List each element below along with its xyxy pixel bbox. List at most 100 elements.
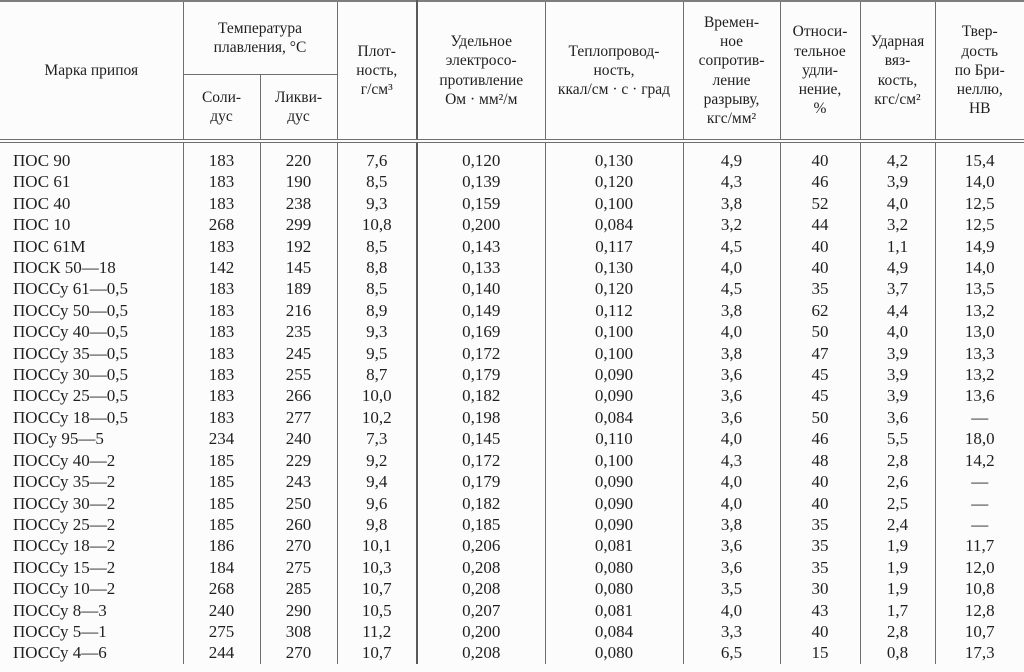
cell-value: 35 xyxy=(780,556,861,579)
table-row: ПОССу 35—0,5 183 245 9,5 0,172 0,100 3,8 47 3,9 1… xyxy=(0,342,1024,365)
cell-value: 0,149 xyxy=(417,299,546,322)
cell-value: 0,130 xyxy=(545,141,684,172)
cell-value: 183 xyxy=(183,278,261,300)
header-solder-grade: Марка припоя xyxy=(0,1,184,141)
cell-value: 0,198 xyxy=(417,406,546,429)
cell-value: 4,5 xyxy=(683,235,781,258)
cell-value: 10,2 xyxy=(337,406,418,429)
cell-value: 308 xyxy=(260,620,338,643)
cell-value: 0,139 xyxy=(417,171,546,193)
cell-value: 3,9 xyxy=(860,385,936,407)
cell-value: — xyxy=(971,493,989,513)
cell-value: 3,8 xyxy=(683,299,781,322)
table-row: ПОССу 40—2 185 229 9,2 0,172 0,100 4,3 48 2,8 14,… xyxy=(0,449,1024,472)
cell-value: 50 xyxy=(780,321,861,343)
cell-value: 0,207 xyxy=(417,599,546,621)
cell-value: 30 xyxy=(780,578,861,600)
cell-value: 4,0 xyxy=(683,492,781,514)
cell-solder-grade: ПОССу 50—0,5 xyxy=(0,299,184,322)
cell-value: 14,0 xyxy=(964,172,995,192)
cell-value: 285 xyxy=(260,578,338,600)
cell-value: 0,200 xyxy=(417,620,546,643)
cell-value: 45 xyxy=(780,364,861,386)
cell-solder-grade: ПОС 61 xyxy=(0,171,184,193)
cell-value: 13,6 xyxy=(964,386,995,406)
cell-value: 216 xyxy=(260,299,338,322)
cell-value: 185 xyxy=(183,449,261,472)
cell-value: 0,080 xyxy=(545,642,684,664)
cell-value: 13,2 xyxy=(964,300,995,320)
cell-value: 0,140 xyxy=(417,278,546,300)
cell-solder-grade: ПОССу 30—0,5 xyxy=(0,364,184,386)
table-row: ПОССу 18—2 186 270 10,1 0,206 0,081 3,6 35 1,9 11… xyxy=(0,535,1024,557)
cell-value: 5,5 xyxy=(860,428,936,450)
cell-value: 0,145 xyxy=(417,428,546,450)
cell-value: 35 xyxy=(780,278,861,300)
header-impact-toughness: Ударная вяз- кость, кгс/см² xyxy=(860,1,936,141)
cell-value: 0,182 xyxy=(417,385,546,407)
cell-value: 0,084 xyxy=(545,214,684,236)
cell-value: 15,4 xyxy=(964,151,995,170)
cell-value: 9,5 xyxy=(337,342,418,365)
cell-value: 0,120 xyxy=(417,141,546,172)
table-row: ПОССу 18—0,5 183 277 10,2 0,198 0,084 3,6 50 3,6… xyxy=(0,406,1024,429)
cell-value: 0,169 xyxy=(417,321,546,343)
cell-value: 2,8 xyxy=(860,620,936,643)
cell-value: 3,2 xyxy=(860,214,936,236)
table-row: ПОСК 50—18 142 145 8,8 0,133 0,130 4,0 40 4,9 14,… xyxy=(0,257,1024,279)
cell-value: 3,6 xyxy=(683,406,781,429)
cell-solder-grade: ПОССу 4—6 xyxy=(0,642,184,664)
cell-value: 45 xyxy=(780,385,861,407)
cell-value: 4,3 xyxy=(683,171,781,193)
cell-value: 189 xyxy=(260,278,338,300)
cell-value: 47 xyxy=(780,342,861,365)
cell-value: 229 xyxy=(260,449,338,472)
cell-value: 3,8 xyxy=(683,192,781,215)
cell-value: 11,7 xyxy=(965,536,995,556)
cell-value: 0,084 xyxy=(545,620,684,643)
cell-value: 185 xyxy=(183,513,261,536)
cell-value: 0,110 xyxy=(545,428,684,450)
cell-value: 9,4 xyxy=(337,471,418,493)
cell-value: 9,3 xyxy=(337,321,418,343)
cell-solder-grade: ПОССу 61—0,5 xyxy=(0,278,184,300)
cell-value: 0,133 xyxy=(417,257,546,279)
table-row: ПОССу 4—6 244 270 10,7 0,208 0,080 6,5 15 0,8 17,… xyxy=(0,642,1024,664)
cell-value: — xyxy=(971,472,989,492)
cell-value: 0,100 xyxy=(545,449,684,472)
cell-value: 0,159 xyxy=(417,192,546,215)
cell-value: 4,0 xyxy=(683,257,781,279)
cell-value: 3,6 xyxy=(683,385,781,407)
table-row: ПОС 90 183 220 7,6 0,120 0,130 4,9 40 4,2 15,4 xyxy=(0,141,1024,172)
cell-value: 3,3 xyxy=(683,620,781,643)
cell-value: 40 xyxy=(780,235,861,258)
cell-value: 10,7 xyxy=(964,621,995,641)
cell-value: 3,8 xyxy=(683,513,781,536)
table-body: ПОС 90 183 220 7,6 0,120 0,130 4,9 40 4,2 15,4 ПОС… xyxy=(0,141,1024,664)
cell-value: 4,5 xyxy=(683,278,781,300)
table-row: ПОССу 25—0,5 183 266 10,0 0,182 0,090 3,6 45 3,9… xyxy=(0,385,1024,407)
cell-value: 290 xyxy=(260,599,338,621)
cell-solder-grade: ПОССу 40—0,5 xyxy=(0,321,184,343)
cell-value: 185 xyxy=(183,471,261,493)
cell-value: 7,3 xyxy=(337,428,418,450)
cell-value: 0,084 xyxy=(545,406,684,429)
cell-value: 0,081 xyxy=(545,535,684,557)
cell-value: 10,1 xyxy=(337,535,418,557)
cell-value: 17,3 xyxy=(964,643,995,663)
cell-solder-grade: ПОСК 50—18 xyxy=(0,257,184,279)
cell-value: 270 xyxy=(260,642,338,664)
table-row: ПОССу 35—2 185 243 9,4 0,179 0,090 4,0 40 2,6 — xyxy=(0,471,1024,493)
cell-value: 1,9 xyxy=(860,578,936,600)
table-row: ПОССу 15—2 184 275 10,3 0,208 0,080 3,6 35 1,9 12… xyxy=(0,556,1024,579)
cell-solder-grade: ПОССу 35—0,5 xyxy=(0,342,184,365)
cell-value: 268 xyxy=(183,214,261,236)
cell-value: 12,0 xyxy=(964,557,995,577)
cell-value: 0,100 xyxy=(545,321,684,343)
header-relative-elongation: Относи- тельное удли- нение, % xyxy=(780,1,861,141)
cell-value: 2,6 xyxy=(860,471,936,493)
cell-value: 3,6 xyxy=(860,406,936,429)
header-solidus: Соли- дус xyxy=(183,74,261,141)
cell-value: 3,8 xyxy=(683,342,781,365)
cell-value: 145 xyxy=(260,257,338,279)
